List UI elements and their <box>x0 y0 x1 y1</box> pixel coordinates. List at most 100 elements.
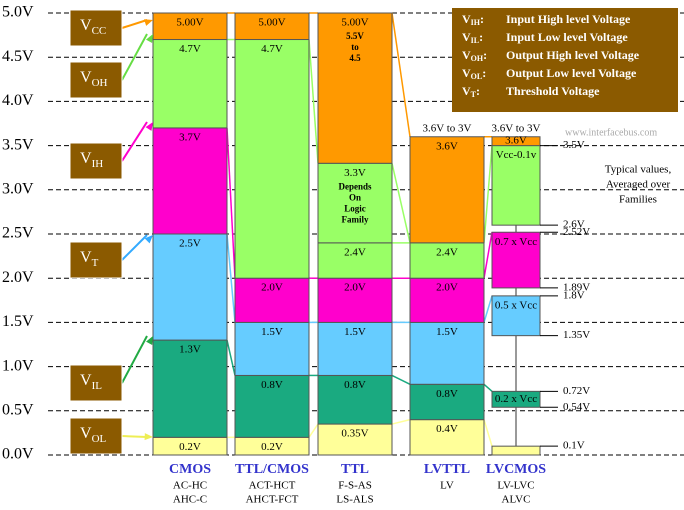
top-label: 3.6V to 3V <box>492 122 541 134</box>
segment <box>491 136 541 147</box>
column-name: LVCMOS <box>486 462 546 477</box>
segment-label: 5.00V <box>341 17 368 29</box>
right-label: 2.52V <box>563 226 590 238</box>
legend-symbol: VT: <box>462 84 480 99</box>
connector <box>483 419 493 447</box>
segment-label: 4.7V <box>179 43 201 55</box>
column-name: TTL/CMOS <box>235 462 309 477</box>
segment-label: 0.8V <box>436 388 458 400</box>
annotation-sub: OH <box>92 77 108 89</box>
column-sub: AHC-C <box>173 494 207 506</box>
y-tick-label: 4.0V <box>2 92 34 109</box>
segment <box>317 162 393 244</box>
arrow <box>121 33 148 81</box>
column-sub: ACT-HCT <box>249 480 296 492</box>
segment <box>409 136 485 244</box>
segment-label: 2.4V <box>436 246 458 258</box>
connector <box>483 145 493 243</box>
arrow <box>121 19 148 29</box>
annotation: VIH <box>80 150 103 170</box>
annotation-box <box>69 61 123 99</box>
connector <box>391 374 411 385</box>
legend-colon: : <box>476 84 480 98</box>
annotation-sub: T <box>92 257 99 269</box>
segment-label: 2.0V <box>344 282 366 294</box>
segment-label: 2.0V <box>261 282 283 294</box>
right-label: 3.5V <box>563 139 585 151</box>
segment-label: 2.0V <box>436 282 458 294</box>
segment <box>234 39 310 279</box>
arrow <box>121 435 148 438</box>
segment <box>317 423 393 456</box>
annotation-box <box>69 364 123 402</box>
segment-label: 0.2V <box>179 441 201 453</box>
segment-note: 4.5 <box>349 53 361 63</box>
segment <box>152 339 228 438</box>
segment <box>152 12 228 41</box>
legend-sub: OL <box>471 72 483 81</box>
segment-label: 1.3V <box>179 344 201 356</box>
arrow <box>121 234 148 261</box>
segment-label: 0.2V <box>261 441 283 453</box>
segment-note: to <box>351 42 359 52</box>
arrow <box>121 335 148 384</box>
connector <box>226 339 236 376</box>
connector <box>391 163 411 244</box>
arrow <box>121 121 148 162</box>
legend-colon: : <box>480 12 484 26</box>
top-label: 3.6V to 3V <box>423 122 472 134</box>
y-tick-label: 3.5V <box>2 136 34 153</box>
right-label: 0.54V <box>563 401 590 413</box>
annotation-sub: IL <box>92 380 103 392</box>
segment-label: 0.35V <box>341 428 368 440</box>
y-tick-label: 1.0V <box>2 357 34 374</box>
segment-label: 3.7V <box>179 131 201 143</box>
y-tick-label: 0.0V <box>2 446 34 463</box>
legend-v: V <box>462 48 471 62</box>
segment-label: 2.5V <box>179 238 201 250</box>
segment-note: On <box>349 192 361 202</box>
right-label: 0.1V <box>563 440 585 452</box>
column-sub: LV <box>440 480 454 492</box>
right-label: 1.8V <box>563 289 585 301</box>
segment-label: 0.7 x Vcc <box>495 236 537 248</box>
y-tick-label: 5.0V <box>2 4 34 21</box>
annotation-sub: OL <box>92 433 107 445</box>
segment-label: 0.2 x Vcc <box>495 393 537 405</box>
segment-note: Family <box>342 214 369 224</box>
connector <box>391 418 411 425</box>
annotation-symbol: V <box>80 150 92 167</box>
connector <box>391 12 411 137</box>
y-tick-label: 0.5V <box>2 401 34 418</box>
legend-v: V <box>462 66 471 80</box>
arrow-head <box>146 336 153 345</box>
note: Families <box>619 194 657 206</box>
legend-colon: : <box>483 48 487 62</box>
watermark: www.interfacebus.com <box>565 127 657 138</box>
segment-label: 3.6V <box>505 135 527 147</box>
segment-note: Depends <box>338 181 372 191</box>
segment <box>234 321 310 376</box>
legend-sub: OH <box>471 54 484 63</box>
column-name: TTL <box>341 462 369 477</box>
annotation-symbol: V <box>80 249 92 266</box>
y-tick-label: 1.5V <box>2 313 34 330</box>
y-tick-label: 3.0V <box>2 180 34 197</box>
annotation: VIL <box>80 372 102 392</box>
segment <box>152 39 228 129</box>
legend-v: V <box>462 84 471 98</box>
arrow-head <box>144 433 153 441</box>
segment <box>491 145 541 226</box>
segment-label: 2.4V <box>344 246 366 258</box>
segment-label: 5.00V <box>258 17 285 29</box>
right-label: 2.6V <box>563 219 585 231</box>
annotation: VCC <box>80 17 106 37</box>
legend-text: Input Low level Voltage <box>506 30 628 44</box>
annotation: VT <box>80 249 99 269</box>
segment-label: 0.8V <box>344 379 366 391</box>
legend-sub: IH <box>471 18 481 27</box>
arrow-head <box>145 34 153 43</box>
legend-colon: : <box>482 66 486 80</box>
arrow-head <box>144 19 153 26</box>
note: Typical values, <box>605 164 672 176</box>
